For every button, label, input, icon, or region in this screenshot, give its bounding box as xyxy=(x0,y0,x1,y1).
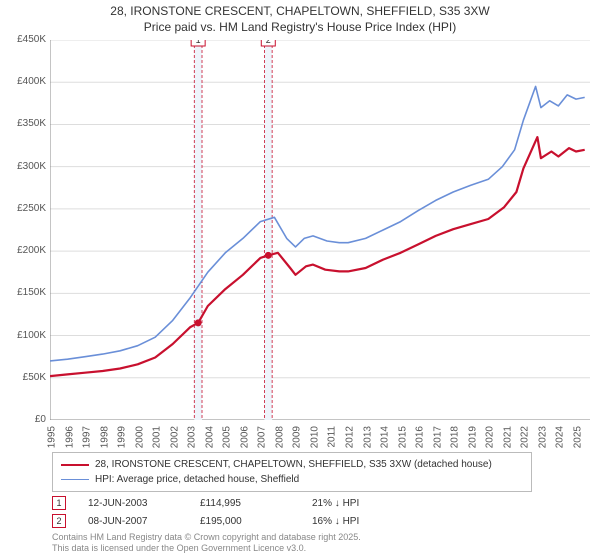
y-tick-label: £450K xyxy=(2,34,46,45)
annotation-row-1: 1 12-JUN-2003 £114,995 21% ↓ HPI xyxy=(52,494,402,512)
x-tick-label: 2016 xyxy=(414,426,425,448)
x-tick-label: 2012 xyxy=(344,426,355,448)
x-tick-label: 2010 xyxy=(309,426,320,448)
x-tick-label: 2003 xyxy=(187,426,198,448)
y-tick-label: £50K xyxy=(2,372,46,383)
x-tick-label: 2023 xyxy=(537,426,548,448)
x-tick-label: 2017 xyxy=(432,426,443,448)
x-tick-label: 2001 xyxy=(151,426,162,448)
chart-title: 28, IRONSTONE CRESCENT, CHAPELTOWN, SHEF… xyxy=(0,0,600,35)
footer-line-1: Contains HM Land Registry data © Crown c… xyxy=(52,532,361,543)
x-tick-label: 1997 xyxy=(81,426,92,448)
x-tick-label: 2022 xyxy=(520,426,531,448)
y-tick-label: £400K xyxy=(2,76,46,87)
annotation-2-delta: 16% ↓ HPI xyxy=(312,516,402,527)
annotation-2-price: £195,000 xyxy=(200,516,290,527)
annotation-1-date: 12-JUN-2003 xyxy=(88,498,178,509)
annotation-table: 1 12-JUN-2003 £114,995 21% ↓ HPI 2 08-JU… xyxy=(52,494,402,530)
y-tick-label: £0 xyxy=(2,414,46,425)
legend-swatch-hpi xyxy=(61,479,89,480)
annotation-badge-1: 1 xyxy=(52,496,66,510)
legend-label-hpi: HPI: Average price, detached house, Shef… xyxy=(95,472,299,487)
annotation-1-delta: 21% ↓ HPI xyxy=(312,498,402,509)
x-tick-label: 2011 xyxy=(326,426,337,448)
annotation-badge-2-num: 2 xyxy=(56,516,61,526)
x-tick-label: 2009 xyxy=(292,426,303,448)
plot-svg: 12 xyxy=(50,40,590,420)
footer: Contains HM Land Registry data © Crown c… xyxy=(52,532,361,554)
x-tick-label: 2024 xyxy=(555,426,566,448)
svg-text:2: 2 xyxy=(266,40,271,45)
x-tick-label: 2004 xyxy=(204,426,215,448)
legend-label-property: 28, IRONSTONE CRESCENT, CHAPELTOWN, SHEF… xyxy=(95,457,492,472)
x-tick-label: 2013 xyxy=(362,426,373,448)
annotation-1-price: £114,995 xyxy=(200,498,290,509)
title-line-2: Price paid vs. HM Land Registry's House … xyxy=(0,20,600,36)
annotation-row-2: 2 08-JUN-2007 £195,000 16% ↓ HPI xyxy=(52,512,402,530)
annotation-badge-1-num: 1 xyxy=(56,498,61,508)
x-tick-label: 2008 xyxy=(274,426,285,448)
x-tick-label: 2014 xyxy=(379,426,390,448)
legend-swatch-property xyxy=(61,464,89,466)
x-tick-label: 2007 xyxy=(257,426,268,448)
y-tick-label: £300K xyxy=(2,161,46,172)
svg-text:1: 1 xyxy=(196,40,201,45)
x-tick-label: 2000 xyxy=(134,426,145,448)
x-tick-label: 2015 xyxy=(397,426,408,448)
annotation-2-date: 08-JUN-2007 xyxy=(88,516,178,527)
chart-container: 28, IRONSTONE CRESCENT, CHAPELTOWN, SHEF… xyxy=(0,0,600,560)
y-tick-label: £250K xyxy=(2,203,46,214)
x-tick-label: 2021 xyxy=(502,426,513,448)
y-tick-label: £100K xyxy=(2,330,46,341)
x-tick-label: 1995 xyxy=(46,426,57,448)
x-tick-label: 1998 xyxy=(99,426,110,448)
footer-line-2: This data is licensed under the Open Gov… xyxy=(52,543,361,554)
x-tick-label: 2018 xyxy=(449,426,460,448)
x-tick-label: 1999 xyxy=(116,426,127,448)
annotation-badge-2: 2 xyxy=(52,514,66,528)
x-tick-label: 2005 xyxy=(222,426,233,448)
x-tick-label: 2020 xyxy=(485,426,496,448)
legend-item-hpi: HPI: Average price, detached house, Shef… xyxy=(61,472,523,487)
legend-item-property: 28, IRONSTONE CRESCENT, CHAPELTOWN, SHEF… xyxy=(61,457,523,472)
y-tick-label: £350K xyxy=(2,118,46,129)
y-tick-label: £200K xyxy=(2,245,46,256)
x-tick-label: 2025 xyxy=(572,426,583,448)
title-line-1: 28, IRONSTONE CRESCENT, CHAPELTOWN, SHEF… xyxy=(0,4,600,20)
x-tick-label: 1996 xyxy=(64,426,75,448)
plot-area: 12 xyxy=(50,40,590,420)
legend: 28, IRONSTONE CRESCENT, CHAPELTOWN, SHEF… xyxy=(52,452,532,492)
x-tick-label: 2019 xyxy=(467,426,478,448)
x-tick-label: 2006 xyxy=(239,426,250,448)
x-tick-label: 2002 xyxy=(169,426,180,448)
y-tick-label: £150K xyxy=(2,287,46,298)
